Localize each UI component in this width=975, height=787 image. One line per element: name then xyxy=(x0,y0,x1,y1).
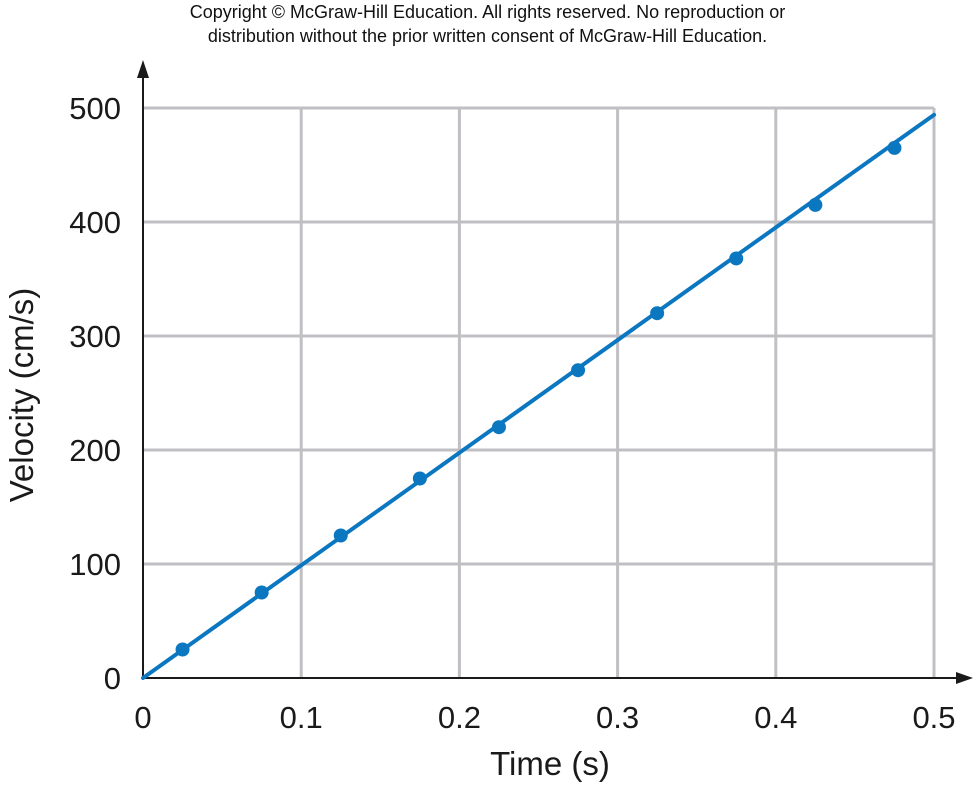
x-axis-arrow-icon xyxy=(956,672,973,684)
y-tick-label: 400 xyxy=(69,205,121,240)
data-point xyxy=(887,140,902,155)
y-tick-label: 100 xyxy=(69,547,121,582)
x-tick-label: 0.4 xyxy=(754,700,797,735)
axes xyxy=(137,60,973,684)
x-tick-label: 0.2 xyxy=(438,700,481,735)
data-point xyxy=(333,528,348,543)
data-point xyxy=(254,585,269,600)
x-tick-label: 0.1 xyxy=(280,700,323,735)
data-point xyxy=(491,420,506,435)
fit-line-layer xyxy=(141,112,936,680)
data-point xyxy=(729,251,744,266)
y-tick-label: 0 xyxy=(104,661,121,696)
tick-labels: 0 0.1 0.2 0.3 0.4 0.5 0 100 200 300 400 500 xyxy=(69,91,955,735)
data-point xyxy=(175,642,190,657)
y-tick-label: 300 xyxy=(69,319,121,354)
data-point xyxy=(571,363,586,378)
data-point xyxy=(412,471,427,486)
x-tick-label: 0 xyxy=(134,700,151,735)
data-point xyxy=(808,197,823,212)
grid xyxy=(143,106,936,678)
data-points xyxy=(175,140,902,657)
y-axis-label: Velocity (cm/s) xyxy=(3,288,40,503)
y-tick-label: 200 xyxy=(69,433,121,468)
x-axis-label: Time (s) xyxy=(490,745,610,782)
x-tick-label: 0.5 xyxy=(912,700,955,735)
fit-line xyxy=(141,112,936,680)
y-tick-label: 500 xyxy=(69,91,121,126)
copyright-notice: Copyright © McGraw-Hill Education. All r… xyxy=(0,0,975,48)
y-axis-arrow-icon xyxy=(137,60,149,78)
data-point xyxy=(650,306,665,321)
copyright-line-2: distribution without the prior written c… xyxy=(207,26,768,46)
copyright-line-1: Copyright © McGraw-Hill Education. All r… xyxy=(189,2,786,22)
x-tick-label: 0.3 xyxy=(596,700,639,735)
